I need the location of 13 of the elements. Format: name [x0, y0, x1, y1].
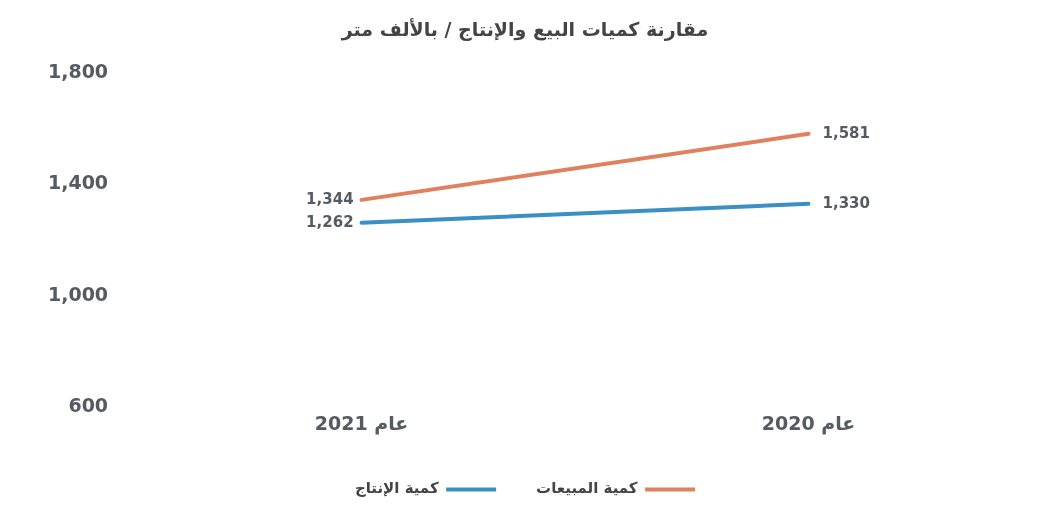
data-label: 1,262: [306, 212, 354, 231]
chart-title: مقارنة كميات البيع والإنتاج / بالألف متر: [340, 18, 709, 42]
y-tick-label: 600: [68, 394, 109, 417]
legend-label: كمية الإنتاج: [354, 479, 439, 498]
y-tick-label: 1,800: [47, 59, 109, 82]
data-label: 1,344: [306, 189, 354, 208]
data-label: 1,330: [822, 193, 870, 212]
legend-label: كمية المبيعات: [536, 479, 638, 498]
data-label: 1,581: [822, 123, 870, 142]
y-tick-label: 1,400: [47, 171, 109, 194]
y-tick-label: 1,000: [47, 282, 109, 305]
x-tick-label: عام 2021: [314, 411, 409, 435]
x-tick-label: عام 2020: [761, 411, 856, 435]
